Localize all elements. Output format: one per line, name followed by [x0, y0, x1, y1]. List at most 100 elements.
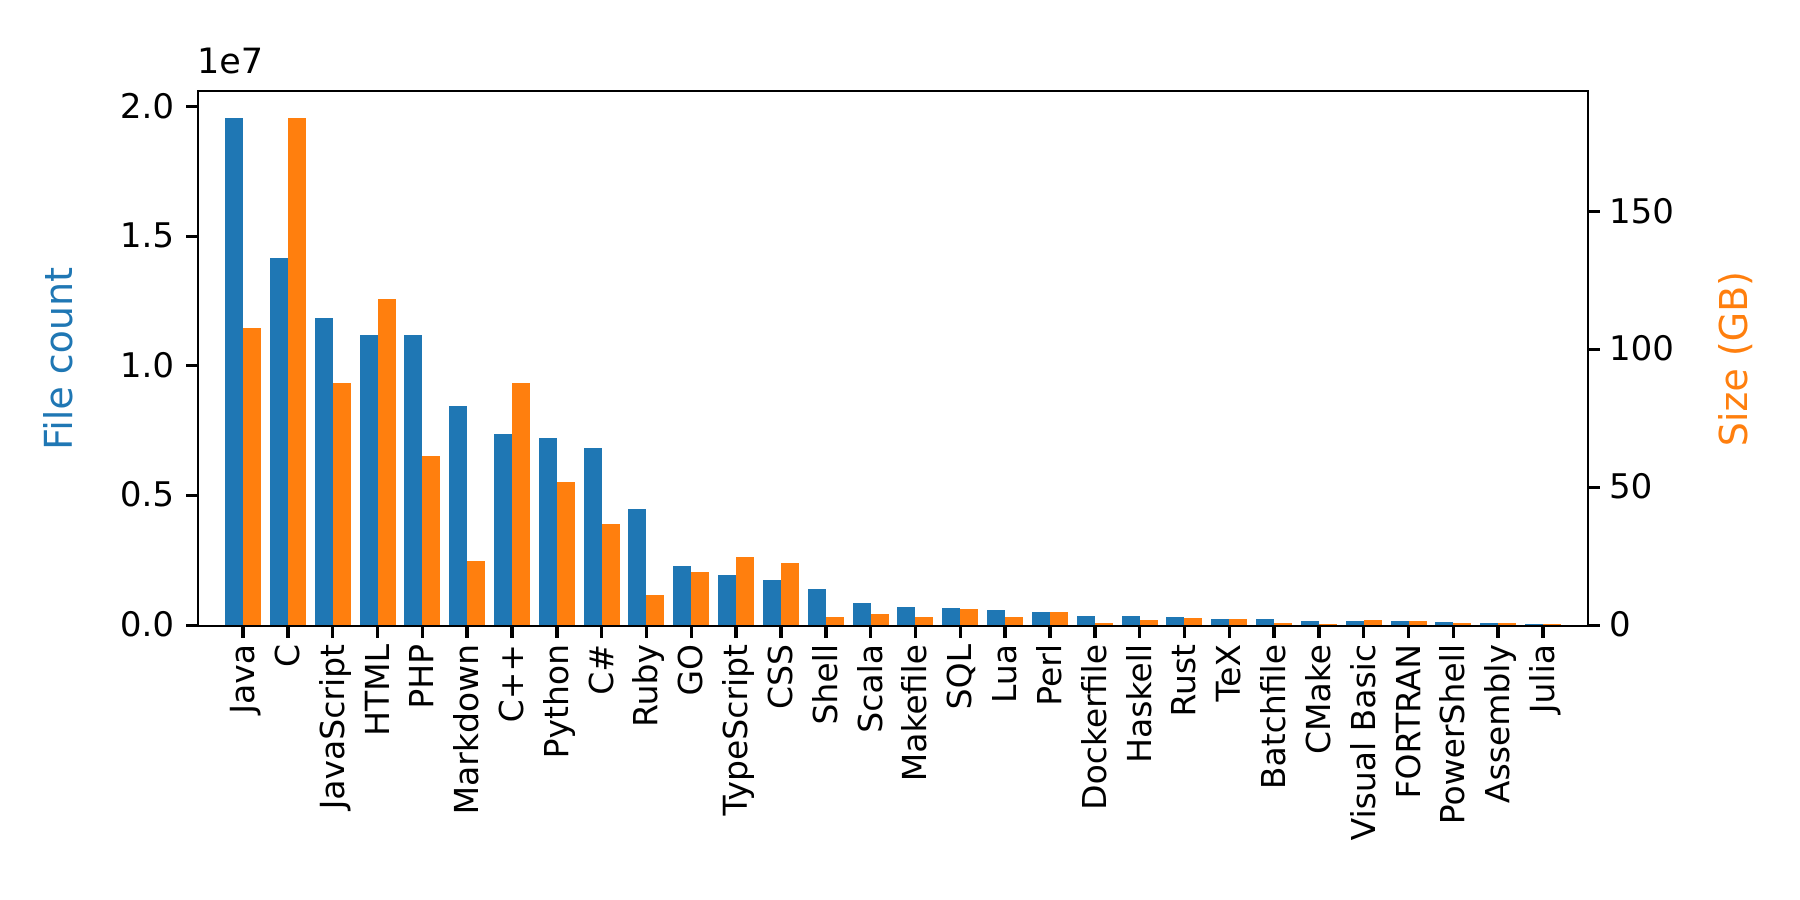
bar-file-count-tex	[1211, 618, 1230, 625]
bar-file-count-rust	[1166, 616, 1185, 625]
bar-size-gb-shell	[825, 616, 844, 625]
bar-size-gb-sql	[960, 609, 979, 625]
bar-file-count-batchfile	[1256, 618, 1274, 625]
bar-file-count-php	[404, 335, 423, 625]
x-axis-tick	[1093, 627, 1097, 638]
x-tick-label-c: C#	[581, 644, 621, 695]
bar-size-gb-ruby	[646, 594, 665, 625]
x-axis-tick	[1048, 627, 1052, 638]
x-axis-tick	[1317, 627, 1321, 638]
x-tick-label-ruby: Ruby	[626, 644, 666, 727]
x-axis-tick	[958, 627, 962, 638]
bar-size-gb-c	[601, 523, 620, 625]
bar-file-count-c	[269, 258, 288, 625]
axis-offset-text: 1e7	[197, 42, 264, 82]
x-axis-tick	[330, 627, 335, 638]
bar-size-gb-tex	[1229, 619, 1248, 625]
bar-size-gb-haskell	[1139, 619, 1158, 625]
y-axis-right-tick	[1589, 347, 1600, 351]
bar-file-count-shell	[807, 589, 826, 625]
bar-size-gb-dockerfile	[1094, 623, 1113, 625]
y-axis-left-tick	[186, 493, 197, 497]
bar-file-count-powershell	[1435, 621, 1454, 625]
x-tick-label-javascript: JavaScript	[312, 644, 352, 810]
y-axis-left-tick-label: 2.0	[119, 86, 174, 127]
x-axis-tick	[1541, 627, 1545, 638]
x-tick-label-tex: TeX	[1209, 644, 1249, 702]
bar-file-count-typescript	[718, 574, 737, 625]
y-axis-left-tick	[186, 623, 197, 627]
x-tick-label-java: Java	[223, 644, 262, 714]
bar-size-gb-makefile	[915, 617, 934, 625]
x-tick-label-typescript: TypeScript	[716, 644, 756, 816]
bar-file-count-makefile	[897, 607, 916, 625]
bar-size-gb-c	[287, 118, 306, 625]
bar-file-count-julia	[1525, 623, 1543, 625]
bar-size-gb-markdown	[467, 561, 486, 625]
plot-area	[197, 90, 1589, 627]
y-axis-right-tick-label: 100	[1609, 329, 1674, 370]
bar-file-count-haskell	[1121, 616, 1140, 625]
x-tick-label-markdown: Markdown	[447, 644, 487, 815]
bar-file-count-visual-basic	[1345, 621, 1364, 625]
bar-size-gb-c	[512, 383, 530, 625]
x-axis-tick	[1406, 627, 1411, 638]
bar-size-gb-css	[780, 562, 799, 625]
bar-size-gb-lua	[1005, 617, 1024, 625]
x-tick-label-lua: Lua	[985, 644, 1025, 703]
x-tick-label-php: PHP	[402, 644, 442, 709]
bar-size-gb-perl	[1049, 612, 1068, 625]
y-axis-left-tick-label: 0.5	[119, 475, 174, 516]
x-axis-tick	[286, 627, 290, 638]
x-axis-tick	[241, 627, 245, 638]
bar-size-gb-fortran	[1408, 620, 1427, 625]
x-axis-tick	[1137, 627, 1142, 638]
x-axis-tick	[734, 627, 738, 638]
y-axis-right-tick-label: 150	[1609, 191, 1674, 232]
x-axis-tick	[1272, 627, 1276, 638]
y-axis-right-tick	[1589, 210, 1600, 214]
x-tick-label-fortran: FORTRAN	[1388, 644, 1428, 799]
x-axis-tick	[510, 627, 514, 638]
x-axis-tick	[1496, 627, 1500, 638]
bar-file-count-scala	[852, 603, 871, 625]
x-tick-label-cmake: CMake	[1298, 644, 1338, 754]
x-tick-label-batchfile: Batchfile	[1254, 644, 1293, 790]
bar-file-count-fortran	[1390, 621, 1409, 625]
bar-file-count-ruby	[628, 509, 647, 625]
bar-size-gb-powershell	[1453, 623, 1472, 625]
y-axis-left-tick	[186, 234, 197, 238]
x-tick-label-julia: Julia	[1523, 644, 1562, 714]
x-tick-label-go: GO	[671, 644, 711, 696]
x-axis-tick	[1227, 627, 1231, 638]
bar-size-gb-php	[422, 455, 441, 625]
x-axis-tick	[779, 627, 783, 638]
x-tick-label-sql: SQL	[940, 644, 980, 710]
x-tick-label-perl: Perl	[1029, 644, 1069, 706]
bar-size-gb-visual-basic	[1363, 619, 1382, 625]
bar-file-count-css	[762, 580, 781, 625]
bar-size-gb-julia	[1543, 624, 1561, 625]
bar-size-gb-typescript	[736, 557, 755, 625]
bar-file-count-python	[538, 437, 557, 625]
x-axis-tick	[420, 627, 425, 638]
bar-size-gb-go	[691, 571, 710, 625]
bar-file-count-markdown	[449, 405, 468, 625]
bar-file-count-go	[673, 566, 692, 625]
x-axis-tick	[465, 627, 469, 638]
x-axis-tick	[375, 627, 380, 638]
x-tick-label-c: C	[267, 644, 307, 668]
bar-file-count-dockerfile	[1076, 615, 1095, 625]
x-tick-label-visual-basic: Visual Basic	[1343, 644, 1383, 841]
y-axis-left-tick-label: 1.0	[119, 345, 174, 386]
x-axis-tick	[824, 627, 828, 638]
bar-size-gb-python	[556, 481, 575, 625]
x-tick-label-haskell: Haskell	[1119, 644, 1159, 763]
bar-size-gb-scala	[870, 614, 889, 625]
bar-file-count-javascript	[314, 318, 333, 625]
bar-file-count-cmake	[1300, 620, 1319, 625]
x-tick-label-html: HTML	[357, 644, 397, 736]
bar-file-count-lua	[987, 610, 1006, 625]
bar-size-gb-java	[243, 328, 261, 625]
x-tick-label-css: CSS	[760, 644, 800, 709]
